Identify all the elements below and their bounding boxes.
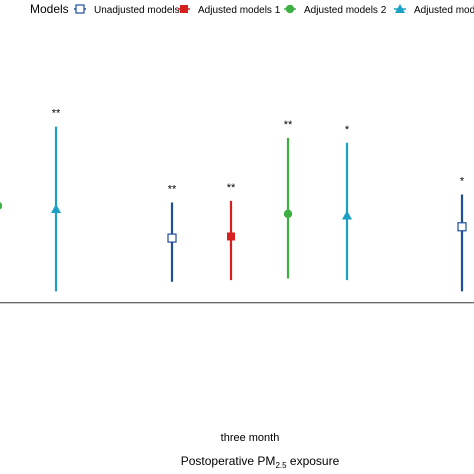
legend-entry: Unadjusted models — [74, 4, 180, 16]
significance-label: ** — [284, 119, 293, 131]
point-estimate-marker — [342, 210, 352, 220]
legend-title: Models — [30, 2, 69, 16]
point-estimate-marker — [457, 222, 467, 232]
significance-label: ** — [227, 182, 236, 194]
x-axis-title-subscript: 2.5 — [275, 461, 287, 470]
x-tick-label: three month — [221, 432, 280, 444]
legend-key-marker — [180, 5, 188, 13]
data-point-group: ** — [284, 119, 293, 279]
legend-entry: Adjusted models 3 — [394, 4, 474, 16]
x-axis-title: Postoperative PM2.5 exposure — [181, 454, 340, 470]
x-axis-title-prefix: Postoperative PM — [181, 454, 276, 468]
legend: Models Unadjusted models Adjusted models … — [30, 2, 474, 16]
point-estimate-marker — [227, 232, 235, 241]
significance-label: * — [345, 124, 350, 136]
x-axis-title-suffix: exposure — [287, 454, 340, 468]
data-point-group: * — [457, 175, 467, 292]
legend-entry: Adjusted models 1 — [178, 5, 281, 16]
data-point-group: * — [342, 124, 352, 281]
significance-label: ** — [168, 184, 177, 196]
point-estimate-marker — [283, 209, 293, 219]
data-point-group: ** — [51, 108, 61, 292]
legend-key-marker — [285, 4, 295, 14]
legend-label: Adjusted models 3 — [414, 5, 474, 16]
point-estimate-marker — [51, 204, 61, 213]
data-point-group: ** — [227, 182, 236, 281]
data-point-group: * — [0, 127, 3, 210]
significance-label: * — [0, 127, 1, 139]
legend-label: Adjusted models 1 — [198, 5, 281, 16]
legend-key-marker — [395, 4, 405, 13]
legend-label: Unadjusted models — [94, 5, 180, 16]
legend-label: Adjusted models 2 — [304, 5, 387, 16]
significance-label: ** — [52, 108, 61, 120]
legend-key-marker — [75, 4, 85, 14]
point-estimate-marker — [0, 202, 3, 210]
point-estimate-marker — [167, 233, 177, 243]
plot-area: *********** — [0, 108, 467, 292]
legend-entries: Unadjusted models Adjusted models 1 Adjust… — [74, 4, 474, 16]
data-point-group: ** — [167, 184, 177, 282]
significance-label: * — [460, 175, 465, 187]
legend-entry: Adjusted models 2 — [284, 4, 387, 16]
